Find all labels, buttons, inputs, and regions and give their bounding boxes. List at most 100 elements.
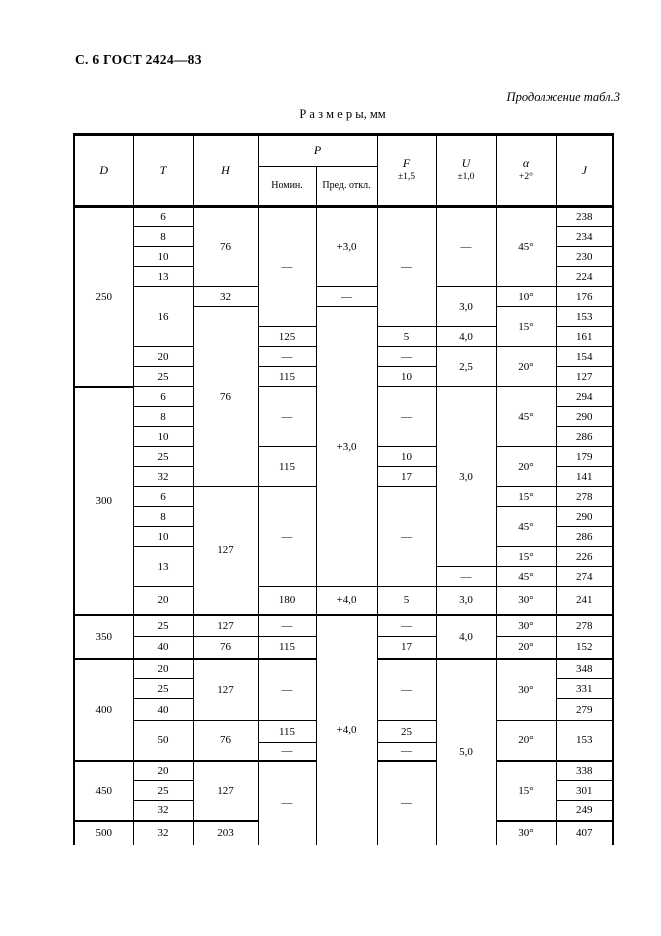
table-cell-j: 161 — [555, 326, 614, 347]
table-cell-n: — — [257, 742, 317, 761]
table-cell-t: 8 — [132, 506, 194, 527]
table-cell-t: 16 — [132, 286, 194, 347]
table-cell-t: 50 — [132, 720, 194, 761]
table-cell-f: — — [376, 386, 437, 447]
table-cell-j: 230 — [555, 246, 614, 267]
table-cell-t: 25 — [132, 446, 194, 467]
col-header-alpha: α +2° — [495, 134, 557, 207]
table-cell-t: 6 — [132, 486, 194, 507]
table-cell-f: — — [376, 613, 437, 637]
table-cell-t: 32 — [132, 466, 194, 487]
table-cell-po: +3,0 — [315, 206, 378, 287]
table-cell-f: — — [376, 657, 437, 721]
table-cell-t: 13 — [132, 266, 194, 287]
table-cell-a: 30° — [495, 657, 557, 721]
table-cell-t: 20 — [132, 586, 194, 615]
table-cell-a: 45° — [495, 566, 557, 587]
table-cell-f: 25 — [376, 720, 437, 743]
table-cell-t: 25 — [132, 366, 194, 387]
table-cell-d: 350 — [73, 613, 134, 659]
table-cell-h: 76 — [192, 636, 259, 659]
table-cell-u: 4,0 — [435, 613, 497, 659]
table-cell-n: — — [257, 486, 317, 587]
table-cell-j: 290 — [555, 406, 614, 427]
table-cell-j: 238 — [555, 206, 614, 227]
units-caption: Р а з м е р ы, мм — [299, 107, 386, 121]
table-cell-h: 203 — [192, 819, 259, 845]
table-cell-f: — — [376, 346, 437, 367]
table-cell-n: 125 — [257, 326, 317, 347]
col-header-pred: Пред. откл. — [315, 166, 378, 207]
table-cell-j: 274 — [555, 566, 614, 587]
table-cell-n: — — [257, 206, 317, 327]
table-cell-t: 8 — [132, 406, 194, 427]
table-cell-j: 301 — [555, 780, 614, 801]
table-cell-j: 153 — [555, 720, 614, 761]
table-cell-u: 4,0 — [435, 326, 497, 347]
doc-reference: С. 6 ГОСТ 2424—83 — [75, 52, 202, 67]
table-cell-t: 20 — [132, 657, 194, 679]
table-cell-j: 152 — [555, 636, 614, 659]
table-cell-t: 32 — [132, 819, 194, 845]
table-cell-a: 20° — [495, 720, 557, 761]
table-cell-j: 179 — [555, 446, 614, 467]
table-cell-n: 115 — [257, 720, 317, 743]
table-cell-a: 30° — [495, 586, 557, 615]
table-cell-t: 10 — [132, 426, 194, 447]
table-cell-t: 20 — [132, 759, 194, 781]
table-cell-j: 278 — [555, 486, 614, 507]
table-cell-j: 279 — [555, 698, 614, 721]
table-cell-f: — — [376, 759, 437, 845]
table-cell-j: 286 — [555, 426, 614, 447]
table-cell-h: 127 — [192, 613, 259, 637]
table-cell-u: 5,0 — [435, 657, 497, 845]
table-cell-po: +4,0 — [315, 613, 378, 845]
table-cell-j: 176 — [555, 286, 614, 307]
table-cell-a: 20° — [495, 446, 557, 487]
table-cell-h: 127 — [192, 486, 259, 615]
table-cell-j: 348 — [555, 657, 614, 679]
table-cell-t: 6 — [132, 386, 194, 407]
table-cell-d: 400 — [73, 657, 134, 761]
table-cell-h: 76 — [192, 306, 259, 487]
table-cell-j: 249 — [555, 800, 614, 821]
table-cell-f: 17 — [376, 636, 437, 659]
table-cell-po: — — [315, 286, 378, 307]
table-cell-u: 2,5 — [435, 346, 497, 387]
table-cell-n: — — [257, 657, 317, 721]
table-cell-t: 25 — [132, 678, 194, 699]
table-cell-h: 76 — [192, 720, 259, 761]
col-header-t: T — [132, 134, 194, 207]
table-cell-j: 154 — [555, 346, 614, 367]
col-header-h: H — [192, 134, 259, 207]
table-cell-t: 25 — [132, 780, 194, 801]
table-cell-j: 286 — [555, 526, 614, 547]
table-cell-j: 127 — [555, 366, 614, 387]
table-cell-j: 338 — [555, 759, 614, 781]
col-header-d: D — [73, 134, 134, 207]
table-cell-a: 20° — [495, 346, 557, 387]
table-cell-u: 3,0 — [435, 386, 497, 567]
table-cell-j: 331 — [555, 678, 614, 699]
table-cell-j: 153 — [555, 306, 614, 327]
table-cell-a: 30° — [495, 613, 557, 637]
col-header-nomin: Номин. — [257, 166, 317, 207]
col-header-f: F ±1,5 — [376, 134, 437, 207]
table-cell-a: 15° — [495, 759, 557, 821]
table-cell-d: 450 — [73, 759, 134, 821]
table-cell-t: 8 — [132, 226, 194, 247]
dimensions-table: D T H P F ±1,5 U ±1,0 α +2° J Номин. Пред. откл. 250 6… — [73, 133, 614, 845]
table-cell-t: 40 — [132, 698, 194, 721]
table-cell-a: 30° — [495, 819, 557, 845]
table-cell-f: 17 — [376, 466, 437, 487]
table-cell-a: 45° — [495, 206, 557, 287]
table-cell-t: 25 — [132, 613, 194, 637]
table-cell-t: 20 — [132, 346, 194, 367]
table-cell-u: — — [435, 206, 497, 287]
table-cell-n: 115 — [257, 446, 317, 487]
table-cell-d: 300 — [73, 385, 134, 615]
table-cell-j: 224 — [555, 266, 614, 287]
table-cell-t: 13 — [132, 546, 194, 587]
table-cell-h: 127 — [192, 759, 259, 821]
